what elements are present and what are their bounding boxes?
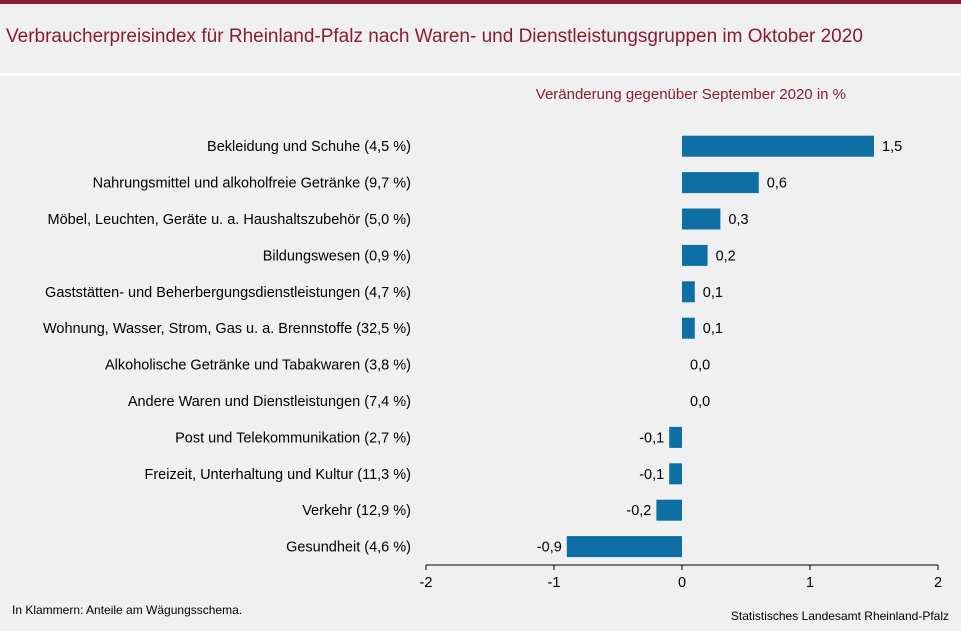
data-label: 0,3 [728, 212, 748, 228]
data-bar [669, 426, 682, 448]
data-label: 0,1 [703, 285, 723, 301]
category-label: Nahrungsmittel und alkoholfreie Getränke… [93, 176, 411, 192]
data-label: -0,9 [537, 540, 562, 556]
top-accent-stripe [0, 0, 961, 4]
data-bar [682, 281, 695, 303]
data-bar [656, 499, 682, 521]
data-bar [682, 317, 695, 339]
title-bar [0, 4, 961, 73]
category-label: Wohnung, Wasser, Strom, Gas u. a. Brenns… [43, 321, 411, 337]
data-label: -0,2 [626, 503, 651, 519]
x-tick-label: 2 [934, 575, 942, 591]
data-label: 0,0 [690, 358, 710, 374]
category-label: Post und Telekommunikation (2,7 %) [175, 430, 411, 446]
category-label: Bildungswesen (0,9 %) [263, 248, 411, 264]
category-label: Alkoholische Getränke und Tabakwaren (3,… [105, 358, 411, 374]
category-label: Möbel, Leuchten, Geräte u. a. Haushaltsz… [47, 212, 411, 228]
chart-title: Verbraucherpreisindex für Rheinland-Pfal… [6, 26, 863, 47]
data-label: -0,1 [639, 467, 664, 483]
category-label: Andere Waren und Dienstleistungen (7,4 %… [128, 394, 411, 410]
chart-subtitle: Veränderung gegenüber September 2020 in … [535, 86, 846, 103]
data-bar [682, 244, 708, 266]
source-note: Statistisches Landesamt Rheinland-Pfalz [730, 609, 949, 623]
x-tick-label: -1 [548, 575, 561, 591]
data-label: 0,6 [767, 176, 787, 192]
category-label: Gaststätten- und Beherbergungsdienstleis… [45, 285, 411, 301]
data-label: 0,0 [690, 394, 710, 410]
category-label: Bekleidung und Schuhe (4,5 %) [207, 139, 411, 155]
x-tick-label: -2 [420, 575, 433, 591]
data-bar [669, 463, 682, 485]
data-label: 1,5 [882, 139, 902, 155]
category-label: Gesundheit (4,6 %) [286, 540, 411, 556]
data-label: 0,1 [703, 321, 723, 337]
data-label: 0,2 [716, 248, 736, 264]
data-bar [682, 172, 759, 194]
data-bar [566, 536, 682, 558]
footnote: In Klammern: Anteile am Wägungsschema. [12, 603, 243, 617]
category-label: Freizeit, Unterhaltung und Kultur (11,3 … [144, 467, 411, 483]
data-label: -0,1 [639, 430, 664, 446]
category-label: Verkehr (12,9 %) [302, 503, 411, 519]
title-separator [0, 73, 961, 76]
data-bar [682, 135, 874, 157]
x-tick-label: 1 [806, 575, 814, 591]
data-bar [682, 208, 721, 230]
x-tick-label: 0 [678, 575, 686, 591]
